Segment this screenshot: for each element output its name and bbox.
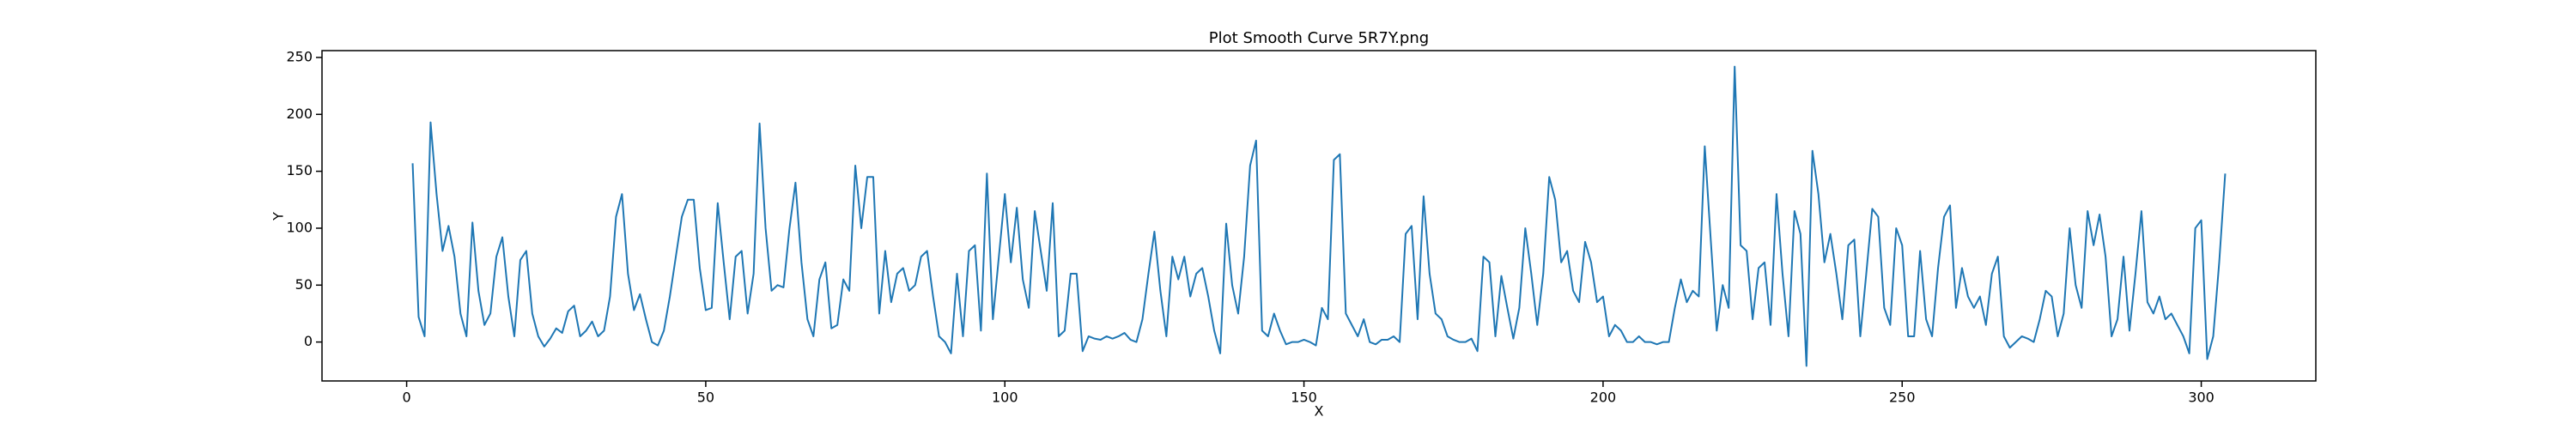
x-tick-label: 300 xyxy=(2188,390,2215,406)
x-tick-label: 200 xyxy=(1590,390,1617,406)
y-tick-label: 250 xyxy=(286,48,313,64)
x-tick-label: 150 xyxy=(1291,390,1317,406)
x-tick-label: 100 xyxy=(992,390,1018,406)
y-tick-label: 100 xyxy=(286,219,313,235)
y-tick-label: 150 xyxy=(286,162,313,178)
y-axis-label: Y xyxy=(270,212,287,221)
plot-frame xyxy=(321,50,2317,382)
data-line xyxy=(411,65,2227,367)
y-tick-label: 50 xyxy=(295,276,313,293)
x-tick-label: 250 xyxy=(1889,390,1916,406)
x-tick-label: 0 xyxy=(402,390,410,406)
chart-title: Plot Smooth Curve 5R7Y.png xyxy=(1209,29,1429,47)
x-axis-label: X xyxy=(1315,403,1324,420)
y-tick-label: 200 xyxy=(286,106,313,122)
y-tick-label: 0 xyxy=(304,333,313,349)
x-tick-label: 50 xyxy=(697,390,714,406)
